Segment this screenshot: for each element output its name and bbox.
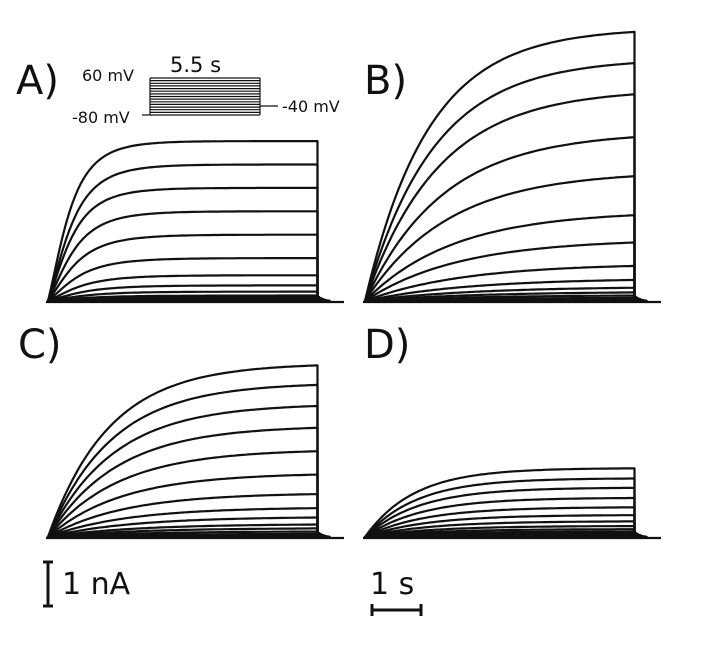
current-trace: [363, 496, 648, 539]
current-trace: [363, 520, 648, 539]
voltage-protocol: 5.5 s 60 mV -80 mV -40 mV: [72, 53, 340, 127]
panel-c: C): [18, 322, 344, 540]
protocol-holding-voltage-label: -80 mV: [72, 108, 130, 127]
panel-b-traces: [363, 30, 648, 303]
current-trace: [46, 516, 331, 539]
panel-b-label: B): [364, 58, 407, 104]
current-trace: [363, 136, 648, 303]
current-trace: [46, 530, 331, 539]
current-trace: [46, 507, 331, 539]
current-trace: [46, 284, 331, 303]
current-trace: [363, 525, 648, 539]
time-scale-bar-label: 1 s: [370, 567, 414, 602]
protocol-steps: [150, 77, 261, 116]
panel-d-traces: [363, 467, 648, 539]
current-trace: [363, 62, 648, 303]
current-trace: [46, 210, 331, 303]
current-trace: [46, 426, 331, 539]
current-trace: [363, 486, 648, 539]
current-trace: [46, 450, 331, 539]
panel-d-label: D): [364, 322, 410, 368]
current-trace: [363, 477, 648, 539]
protocol-duration-label: 5.5 s: [170, 53, 221, 77]
current-trace: [46, 163, 331, 303]
current-trace: [46, 140, 331, 303]
current-trace: [363, 467, 648, 539]
current-trace: [363, 286, 648, 303]
current-trace: [46, 274, 331, 303]
current-trace: [46, 383, 331, 539]
current-trace: [363, 291, 648, 303]
current-trace: [46, 257, 331, 303]
current-scale-bar-label: 1 nA: [62, 567, 131, 602]
current-trace: [46, 186, 331, 303]
current-trace: [46, 233, 331, 303]
current-trace: [363, 528, 648, 539]
current-trace: [46, 523, 331, 539]
current-trace: [363, 294, 648, 303]
current-trace: [46, 364, 331, 539]
current-trace: [363, 278, 648, 303]
panel-c-label: C): [18, 322, 62, 368]
current-trace: [46, 294, 331, 303]
panel-a-traces: [46, 140, 331, 303]
current-trace: [46, 296, 331, 303]
panel-a: A): [16, 58, 344, 304]
current-trace: [363, 514, 648, 539]
current-trace: [363, 214, 648, 303]
current-trace: [46, 473, 331, 539]
current-trace: [46, 404, 331, 539]
current-trace: [363, 241, 648, 303]
current-trace: [363, 175, 648, 303]
current-trace: [363, 30, 648, 303]
panel-b: B): [363, 30, 661, 304]
panel-c-traces: [46, 364, 331, 539]
current-trace: [46, 493, 331, 539]
current-trace: [363, 506, 648, 539]
panel-d: D): [363, 322, 661, 540]
current-trace: [46, 527, 331, 539]
current-trace: [363, 93, 648, 303]
current-trace: [363, 530, 648, 539]
current-trace: [46, 290, 331, 303]
protocol-tail-voltage-label: -40 mV: [282, 97, 340, 116]
panel-a-label: A): [16, 58, 59, 104]
current-trace: [363, 264, 648, 303]
current-scale-bar: 1 nA: [43, 560, 131, 608]
time-scale-bar: 1 s: [370, 567, 423, 616]
protocol-top-voltage-label: 60 mV: [82, 66, 134, 85]
